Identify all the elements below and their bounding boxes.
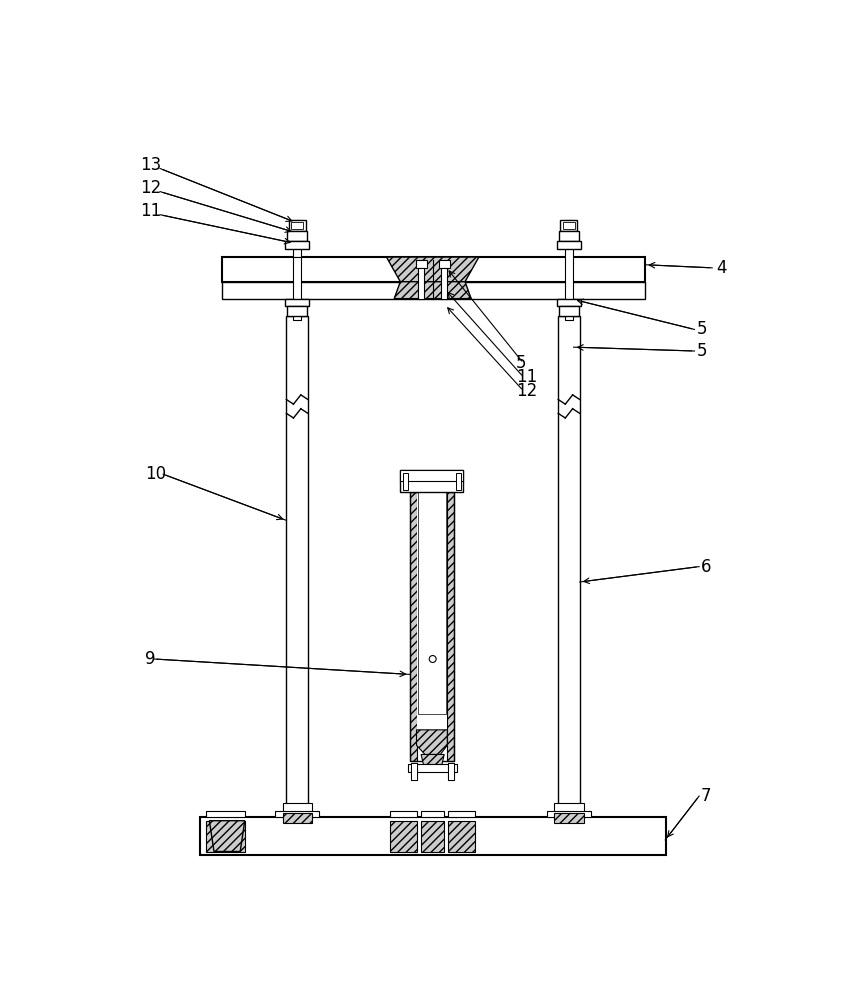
Bar [221,257,645,282]
Bar [558,316,579,817]
Text: 13: 13 [140,156,161,174]
Bar [284,241,309,249]
Text: 5: 5 [515,354,526,372]
Bar [556,299,581,306]
Text: 6: 6 [700,558,711,576]
Bar [206,821,245,852]
Bar [390,811,417,817]
Bar [455,473,461,490]
Bar [558,231,578,241]
Text: 9: 9 [144,650,155,668]
Bar [206,811,245,817]
Bar [286,316,307,817]
Bar [546,811,591,817]
Bar [558,306,578,316]
Bar [556,241,581,249]
Text: 12: 12 [140,179,161,197]
Polygon shape [420,754,444,764]
Text: 5: 5 [696,342,706,360]
Bar [221,282,645,299]
Bar [562,222,575,229]
Bar [200,817,665,855]
Bar [290,222,303,229]
Bar [287,306,307,316]
Bar [446,492,454,761]
Bar [403,473,408,490]
Bar [409,492,416,761]
Bar [289,220,306,231]
Bar [554,813,583,823]
Bar [411,763,417,780]
Bar [420,811,444,817]
Bar [554,803,583,817]
Bar [282,803,311,817]
Bar [293,257,300,320]
Bar [409,492,454,761]
Text: 7: 7 [700,787,711,805]
Bar [274,811,319,817]
Bar [390,821,417,852]
Bar [438,260,449,268]
Bar [447,811,474,817]
Bar [447,763,454,780]
Polygon shape [393,282,471,299]
Text: 5: 5 [696,320,706,338]
Bar [282,813,311,823]
Bar [420,821,444,852]
Text: 11: 11 [515,368,537,386]
Polygon shape [416,730,446,754]
Text: 4: 4 [715,259,726,277]
Text: 10: 10 [144,465,165,483]
Bar [447,821,474,852]
Polygon shape [386,257,479,282]
Bar [293,220,300,257]
Bar [441,268,446,299]
Bar [400,470,463,492]
Bar [416,492,446,730]
Polygon shape [209,821,245,852]
Text: 12: 12 [515,382,537,400]
Bar [415,260,426,268]
Bar [447,763,454,780]
Bar [418,492,446,714]
Bar [408,764,457,772]
Bar [418,268,424,299]
Bar [560,220,576,231]
Bar [400,470,463,481]
Bar [287,231,307,241]
Bar [411,763,417,780]
Bar [284,299,309,306]
Text: 11: 11 [140,202,161,220]
Bar [565,220,572,320]
